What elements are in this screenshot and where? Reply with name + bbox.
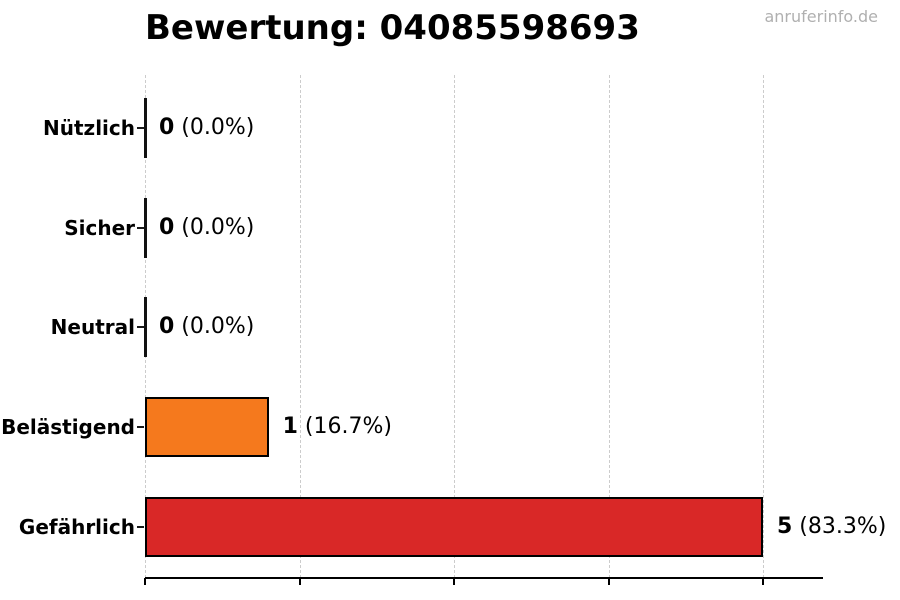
gridline bbox=[299, 75, 301, 578]
x-axis-tick bbox=[607, 578, 610, 585]
gridline bbox=[454, 75, 455, 578]
bar-nutzlich bbox=[144, 98, 147, 158]
vote-percentage: (16.7%) bbox=[297, 414, 392, 439]
x-axis-line bbox=[145, 577, 823, 579]
bar-sicher bbox=[144, 198, 147, 258]
category-label: Nützlich bbox=[43, 116, 135, 140]
vote-count: 0 bbox=[159, 215, 175, 240]
vote-percentage: (0.0%) bbox=[174, 215, 255, 240]
vote-count: 1 bbox=[282, 414, 298, 439]
category-label: Neutral bbox=[50, 315, 135, 339]
x-axis-tick bbox=[144, 578, 146, 585]
category-label: Gefährlich bbox=[18, 515, 135, 539]
vote-percentage: (0.0%) bbox=[174, 314, 255, 339]
value-label: 0 (0.0%) bbox=[159, 314, 254, 339]
category-tick-mark bbox=[137, 426, 144, 428]
category-tick-mark bbox=[137, 526, 144, 528]
category-tick-mark bbox=[137, 127, 144, 129]
value-label: 5 (83.3%) bbox=[777, 514, 886, 539]
gridline bbox=[608, 75, 610, 578]
value-label: 0 (0.0%) bbox=[159, 115, 254, 140]
watermark-anruferinfo: anruferinfo.de bbox=[764, 7, 878, 26]
bar-belastigend bbox=[145, 397, 269, 457]
category-tick-mark bbox=[137, 227, 144, 229]
vote-count: 5 bbox=[777, 514, 793, 539]
x-axis-tick bbox=[453, 578, 455, 585]
chart-title: Bewertung: 04085598693 bbox=[145, 8, 640, 48]
category-label: Belästigend bbox=[1, 415, 135, 439]
gridline bbox=[763, 75, 764, 578]
x-axis-tick bbox=[762, 578, 764, 585]
vote-percentage: (0.0%) bbox=[174, 115, 255, 140]
x-axis-tick bbox=[298, 578, 301, 585]
vote-count: 0 bbox=[159, 314, 175, 339]
value-label: 1 (16.7%) bbox=[283, 414, 392, 439]
vote-percentage: (83.3%) bbox=[792, 514, 887, 539]
value-label: 0 (0.0%) bbox=[159, 215, 254, 240]
category-label: Sicher bbox=[64, 216, 135, 240]
vote-count: 0 bbox=[159, 115, 175, 140]
bar-gefahrlich bbox=[145, 497, 763, 557]
bar-neutral bbox=[144, 297, 147, 357]
category-tick-mark bbox=[137, 326, 144, 328]
